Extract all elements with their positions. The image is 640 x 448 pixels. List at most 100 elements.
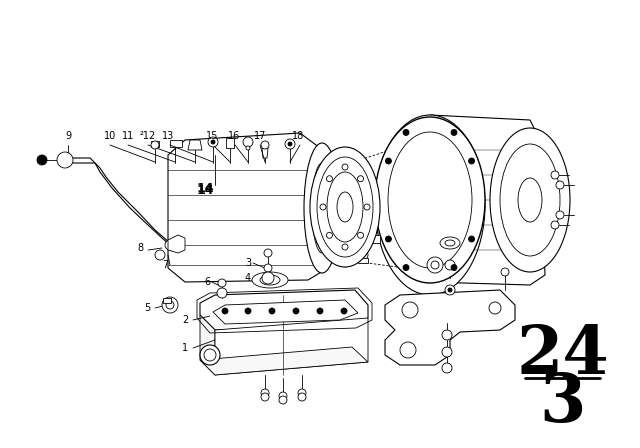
Ellipse shape xyxy=(310,147,380,267)
Polygon shape xyxy=(168,133,328,282)
Circle shape xyxy=(261,141,269,149)
Circle shape xyxy=(279,396,287,404)
Circle shape xyxy=(431,261,439,269)
Circle shape xyxy=(211,140,215,144)
Circle shape xyxy=(551,221,559,229)
Ellipse shape xyxy=(252,272,288,288)
Circle shape xyxy=(341,308,347,314)
Circle shape xyxy=(222,308,228,314)
Circle shape xyxy=(245,308,251,314)
Circle shape xyxy=(551,171,559,179)
Circle shape xyxy=(57,152,73,168)
Circle shape xyxy=(155,250,165,260)
Text: 7: 7 xyxy=(162,260,168,270)
Circle shape xyxy=(358,176,364,182)
Polygon shape xyxy=(200,347,368,375)
Bar xyxy=(362,235,380,243)
Circle shape xyxy=(317,308,323,314)
Text: 10: 10 xyxy=(104,131,116,141)
Polygon shape xyxy=(420,115,545,285)
Circle shape xyxy=(37,155,47,165)
Polygon shape xyxy=(200,290,368,330)
Circle shape xyxy=(261,393,269,401)
Circle shape xyxy=(166,301,174,309)
Circle shape xyxy=(364,204,370,210)
Polygon shape xyxy=(385,290,515,365)
Circle shape xyxy=(442,363,452,373)
Circle shape xyxy=(385,236,392,242)
Circle shape xyxy=(556,181,564,189)
Circle shape xyxy=(285,139,295,149)
Circle shape xyxy=(501,268,509,276)
Circle shape xyxy=(427,257,443,273)
Circle shape xyxy=(151,141,159,149)
Circle shape xyxy=(288,142,292,146)
Text: 8: 8 xyxy=(137,243,143,253)
Ellipse shape xyxy=(317,188,327,228)
Text: 18: 18 xyxy=(292,131,304,141)
Polygon shape xyxy=(170,140,182,147)
Ellipse shape xyxy=(317,157,373,257)
Circle shape xyxy=(293,308,299,314)
Circle shape xyxy=(218,279,226,287)
Circle shape xyxy=(342,164,348,170)
Circle shape xyxy=(326,232,332,238)
Circle shape xyxy=(403,129,409,135)
Bar xyxy=(163,298,171,303)
Circle shape xyxy=(445,260,455,270)
Ellipse shape xyxy=(312,163,332,253)
Circle shape xyxy=(204,349,216,361)
Bar xyxy=(226,138,234,148)
Text: 3: 3 xyxy=(540,370,586,435)
Circle shape xyxy=(162,297,178,313)
Ellipse shape xyxy=(500,144,560,256)
Ellipse shape xyxy=(445,240,455,246)
Circle shape xyxy=(246,146,250,150)
Circle shape xyxy=(403,265,409,271)
Text: 9: 9 xyxy=(65,131,71,141)
Circle shape xyxy=(451,265,457,271)
Circle shape xyxy=(342,244,348,250)
Text: 14: 14 xyxy=(196,184,214,197)
Text: 6: 6 xyxy=(204,277,210,287)
Text: 3: 3 xyxy=(245,258,251,268)
Polygon shape xyxy=(200,315,215,375)
Circle shape xyxy=(442,347,452,357)
Text: 11: 11 xyxy=(122,131,134,141)
Polygon shape xyxy=(215,318,368,375)
Ellipse shape xyxy=(327,172,363,242)
Circle shape xyxy=(448,288,452,292)
Circle shape xyxy=(385,158,392,164)
Circle shape xyxy=(489,302,501,314)
Text: 15: 15 xyxy=(206,131,218,141)
Circle shape xyxy=(200,345,220,365)
Polygon shape xyxy=(168,235,185,253)
Ellipse shape xyxy=(388,132,472,268)
Circle shape xyxy=(320,204,326,210)
Text: 13: 13 xyxy=(162,131,174,141)
Text: 5: 5 xyxy=(144,303,150,313)
Ellipse shape xyxy=(375,115,485,295)
Circle shape xyxy=(468,236,475,242)
Circle shape xyxy=(298,393,306,401)
Circle shape xyxy=(269,308,275,314)
Circle shape xyxy=(445,285,455,295)
Circle shape xyxy=(400,342,416,358)
Text: 2: 2 xyxy=(182,315,188,325)
Ellipse shape xyxy=(518,178,542,222)
Ellipse shape xyxy=(375,117,485,283)
Text: 4: 4 xyxy=(245,273,251,283)
Text: 14: 14 xyxy=(196,181,214,194)
Text: ²12: ²12 xyxy=(140,131,156,141)
Text: 1: 1 xyxy=(182,343,188,353)
Circle shape xyxy=(262,272,274,284)
Polygon shape xyxy=(188,140,202,150)
Circle shape xyxy=(442,330,452,340)
Circle shape xyxy=(326,176,332,182)
Bar xyxy=(151,141,159,147)
Bar xyxy=(358,258,368,263)
Circle shape xyxy=(402,302,418,318)
Polygon shape xyxy=(213,300,358,324)
Ellipse shape xyxy=(490,128,570,272)
Circle shape xyxy=(279,392,287,400)
